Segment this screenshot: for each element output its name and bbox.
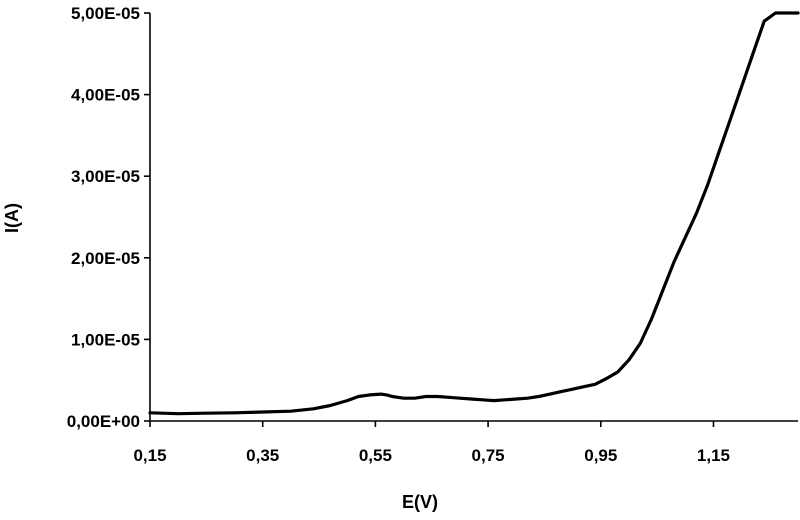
y-tick-label: 5,00E-05 (71, 4, 140, 23)
y-tick-label: 0,00E+00 (67, 412, 140, 431)
x-axis-ticks: 0,15 0,35 0,55 0,75 0,95 1,15 (133, 421, 730, 465)
y-tick-label: 3,00E-05 (71, 167, 140, 186)
y-tick-label: 2,00E-05 (71, 249, 140, 268)
x-tick-label: 1,15 (697, 446, 730, 465)
x-tick-label: 0,75 (472, 446, 505, 465)
series-line (148, 11, 800, 416)
x-tick-label: 0,35 (246, 446, 279, 465)
y-tick-label: 4,00E-05 (71, 86, 140, 105)
x-axis-label: E(V) (402, 492, 438, 512)
x-tick-label: 0,95 (584, 446, 617, 465)
x-tick-label: 0,15 (133, 446, 166, 465)
y-axis-ticks: 0,00E+00 1,00E-05 2,00E-05 3,00E-05 4,00E-05… (67, 4, 150, 431)
x-tick-label: 0,55 (359, 446, 392, 465)
y-tick-label: 1,00E-05 (71, 330, 140, 349)
y-axis-label: I(A) (2, 203, 22, 233)
